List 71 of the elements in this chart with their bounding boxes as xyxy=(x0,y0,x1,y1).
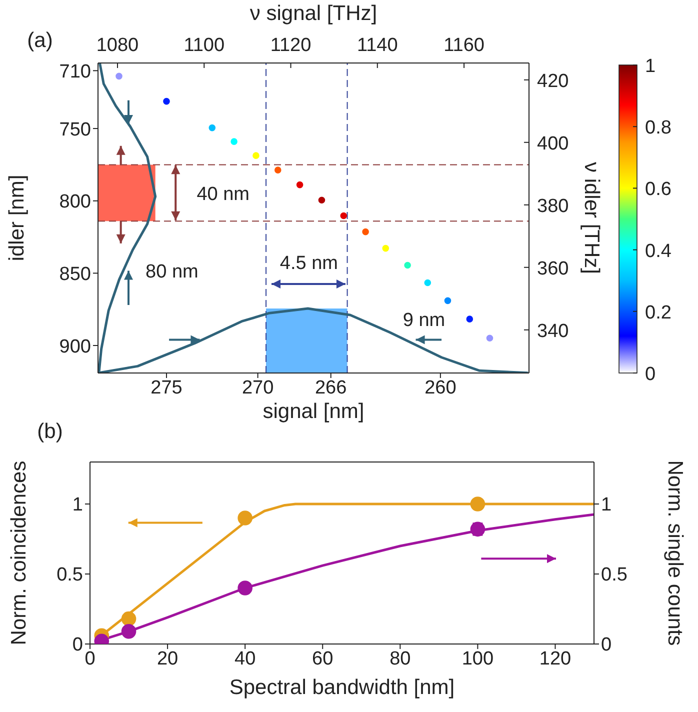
y2-tick-label: 400 xyxy=(537,133,569,154)
color-bar-label: 0.4 xyxy=(645,240,672,262)
color-bar-label: 1 xyxy=(645,56,656,77)
x-axis-title: Spectral bandwidth [nm] xyxy=(229,676,455,699)
y2-tick-label: 340 xyxy=(537,320,569,342)
x2-axis-title: ν signal [THz] xyxy=(250,2,378,25)
x-tick-label: 120 xyxy=(539,648,572,670)
y2-tick-label: 0 xyxy=(601,634,612,656)
text: (b) xyxy=(37,420,63,443)
point xyxy=(121,611,136,626)
point xyxy=(296,181,304,188)
color-bar-label: 0 xyxy=(645,364,656,385)
point xyxy=(486,334,494,342)
y2-tick-label: 420 xyxy=(537,70,569,92)
x-tick-label: 260 xyxy=(424,377,456,398)
y2-axis-title: ν idler [THz] xyxy=(580,162,603,274)
point xyxy=(208,124,216,132)
point xyxy=(318,196,326,204)
y-tick-label: 850 xyxy=(59,264,91,285)
y-tick-label: 900 xyxy=(59,336,91,358)
x2-tick-label: 1100 xyxy=(184,35,225,56)
y2-tick-label: 1 xyxy=(601,494,612,516)
x2-tick-label: 1160 xyxy=(444,35,484,56)
point xyxy=(274,166,282,174)
point xyxy=(470,496,486,512)
y-tick-label: 0 xyxy=(72,634,83,656)
point xyxy=(252,152,260,159)
point xyxy=(238,510,252,526)
x-tick-label: 266 xyxy=(315,377,347,398)
x-axis-title: signal [nm] xyxy=(262,400,364,423)
annotation: 9 nm xyxy=(402,310,446,332)
y2-axis-title: Norm. single counts xyxy=(664,460,687,646)
color-bar-label: 0.2 xyxy=(645,302,672,324)
x2-tick-label: 1120 xyxy=(270,35,312,56)
color-bar-label: 0.6 xyxy=(645,179,672,200)
x-tick-label: 40 xyxy=(234,648,256,670)
x-tick-label: 275 xyxy=(150,377,182,398)
point xyxy=(424,279,432,286)
point xyxy=(116,72,122,80)
y-axis-title: Norm. coincidences xyxy=(7,460,30,646)
x-tick-label: 80 xyxy=(390,648,411,670)
y-axis-title: idler [nm] xyxy=(5,174,28,262)
x-tick-label: 20 xyxy=(156,648,178,670)
y-tick-label: 1 xyxy=(72,494,83,516)
annotation: 4.5 nm xyxy=(280,252,338,274)
annotation: 40 nm xyxy=(196,184,250,205)
point xyxy=(238,580,252,596)
point xyxy=(121,624,136,639)
point xyxy=(362,228,369,236)
color-bar-label: 0.8 xyxy=(645,118,672,139)
annotation: 80 nm xyxy=(146,262,198,283)
point xyxy=(382,244,390,252)
y-tick-label: 710 xyxy=(59,61,91,82)
point xyxy=(163,98,170,105)
y2-tick-label: 360 xyxy=(537,258,569,280)
point xyxy=(444,297,452,304)
point xyxy=(466,316,474,322)
point xyxy=(340,212,348,220)
text: (a) xyxy=(27,29,53,52)
x-tick-label: 270 xyxy=(242,377,274,398)
x-tick-label: 100 xyxy=(462,648,494,670)
point xyxy=(230,138,238,145)
x-tick-label: 60 xyxy=(312,648,334,670)
x2-tick-label: 1140 xyxy=(356,35,398,56)
y-tick-label: 800 xyxy=(59,192,91,213)
point xyxy=(404,262,411,269)
x2-tick-label: 1080 xyxy=(96,35,139,56)
y-tick-label: 0.5 xyxy=(56,564,83,586)
y2-tick-label: 380 xyxy=(537,196,569,217)
y-tick-label: 750 xyxy=(59,119,91,140)
y2-tick-label: 0.5 xyxy=(601,564,628,586)
